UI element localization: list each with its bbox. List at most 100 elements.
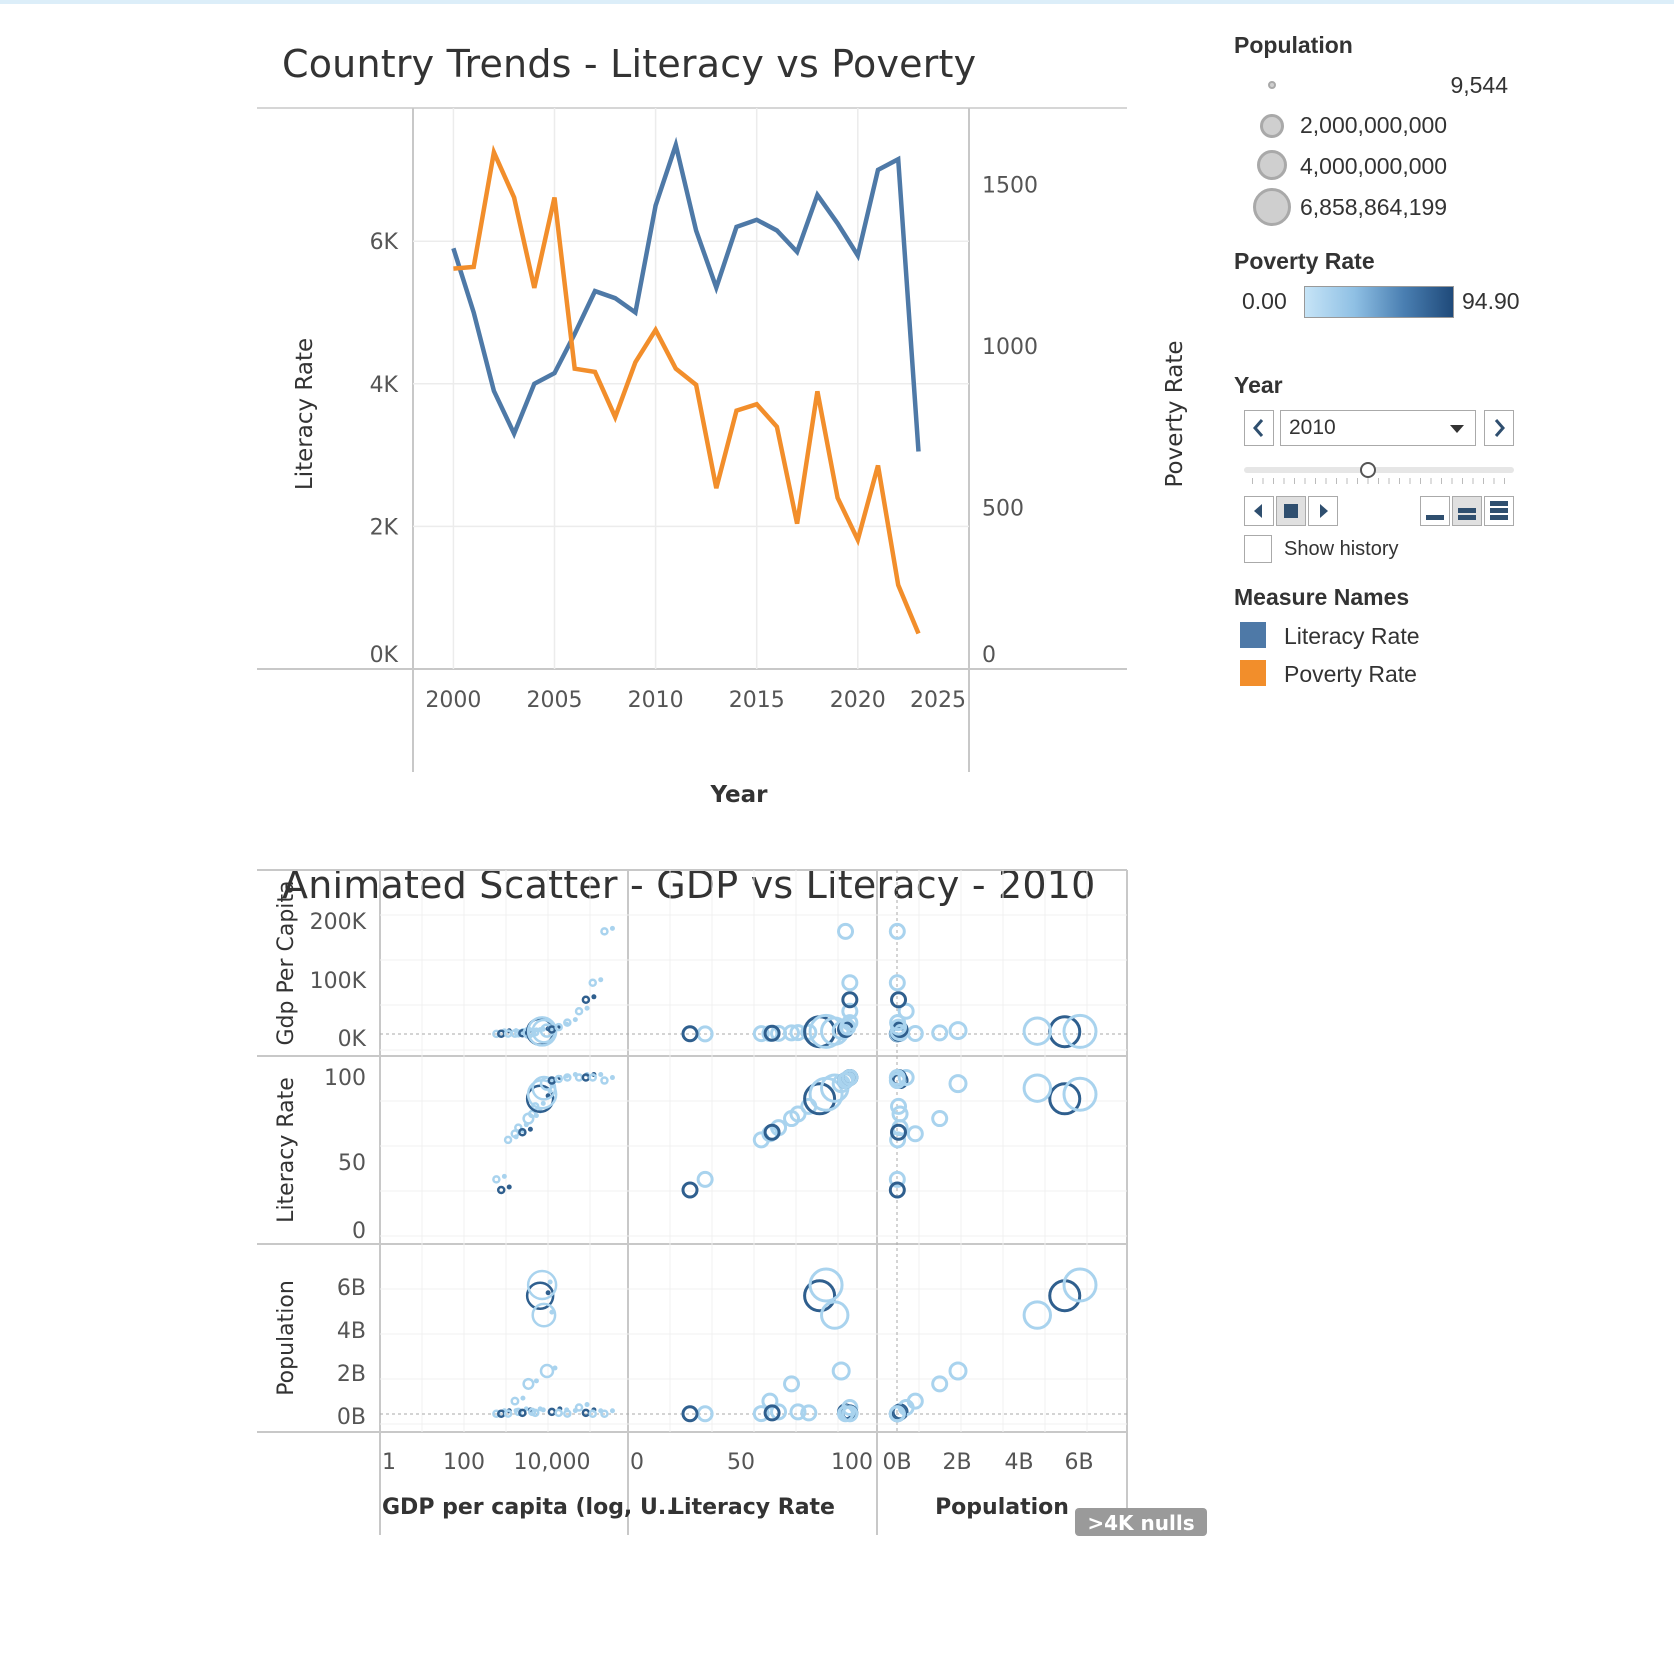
nulls-badge[interactable]: >4K nulls <box>1075 1508 1207 1536</box>
sc-col-tick: 0B <box>882 1450 911 1475</box>
sc-row-tick: 2B <box>337 1362 366 1387</box>
speed-slow-icon <box>1426 515 1444 520</box>
scatter-point <box>763 1024 781 1042</box>
scatter-point <box>681 1025 699 1043</box>
scatter-point <box>518 1028 527 1038</box>
scatter-point <box>588 978 597 987</box>
speed-slow-button[interactable] <box>1420 496 1450 526</box>
poverty-color-ramp <box>1304 286 1454 318</box>
sc-col-label: Population <box>935 1495 1069 1520</box>
scatter-point <box>752 1025 770 1043</box>
scatter-point <box>552 1365 558 1371</box>
year-dropdown[interactable]: 2010 <box>1280 410 1476 446</box>
scatter-point <box>527 1126 533 1132</box>
sc-row-label: Literacy Rate <box>274 1077 299 1223</box>
scatter-point <box>547 1279 553 1285</box>
scatter-point <box>931 1375 949 1393</box>
measure-literacy-label: Literacy Rate <box>1284 623 1420 649</box>
line-y-right-tick: 1000 <box>982 335 1038 360</box>
poverty-max-value: 94.90 <box>1462 288 1520 314</box>
scatter-point <box>783 1375 801 1393</box>
sc-row-tick: 0 <box>352 1219 366 1244</box>
scatter-point <box>531 1302 557 1328</box>
scatter-point <box>763 1123 781 1141</box>
scatter-point <box>841 1014 859 1032</box>
sc-row-tick: 6B <box>337 1276 366 1301</box>
scatter-point <box>906 1024 924 1042</box>
population-legend-title: Population <box>1234 32 1353 58</box>
scatter-point <box>890 1097 908 1115</box>
scatter-point <box>588 1073 597 1082</box>
scatter-point <box>563 1018 572 1027</box>
stop-button[interactable] <box>1276 496 1306 526</box>
line-chart: 2000 2005 2010 2015 2020 2025 0K 2K 4K 6K 0 500 1000… <box>257 107 1188 808</box>
scatter-point <box>492 1175 501 1184</box>
year-slider-track[interactable] <box>1244 467 1514 473</box>
scatter-point <box>514 1029 523 1038</box>
play-back-icon <box>1254 504 1262 518</box>
speed-medium-button[interactable] <box>1452 496 1482 526</box>
play-icon <box>1320 504 1328 518</box>
scatter-point <box>837 922 855 940</box>
line-x-tick: 2005 <box>527 688 583 713</box>
scatter-point <box>506 1184 512 1190</box>
scatter-point <box>527 1109 537 1119</box>
scatter-point <box>510 1396 520 1406</box>
sc-col-tick: 100 <box>443 1450 485 1475</box>
play-forward-button[interactable] <box>1308 496 1338 526</box>
size-dot-large <box>1257 150 1287 180</box>
play-backward-button[interactable] <box>1244 496 1274 526</box>
scatter-point <box>888 974 906 992</box>
poverty-rate-line <box>453 144 921 635</box>
top-accent-bar <box>0 0 1674 4</box>
line-y-left-tick: 6K <box>370 230 399 255</box>
scatter-point <box>1062 1013 1098 1049</box>
scatter-point <box>563 1409 572 1418</box>
scatter-point <box>545 1290 551 1296</box>
scatter-point <box>837 1072 855 1090</box>
speed-fast-icon <box>1490 501 1508 520</box>
line-y-left-tick: 4K <box>370 373 399 398</box>
scatter-point <box>539 1363 555 1379</box>
sc-col-tick: 0 <box>630 1450 644 1475</box>
sc-col-tick: 2B <box>942 1450 971 1475</box>
scatter-point <box>584 1402 590 1408</box>
literacy-rate-line <box>451 136 921 452</box>
scatter-point <box>696 1170 714 1188</box>
poverty-swatch <box>1240 660 1266 686</box>
sc-row-tick: 0B <box>337 1405 366 1430</box>
sc-row-label: Gdp Per Capita <box>274 880 299 1045</box>
show-history-label: Show history <box>1284 538 1399 560</box>
year-next-button[interactable] <box>1484 410 1514 446</box>
line-y-right-tick: 500 <box>982 497 1024 522</box>
scatter-point <box>752 1405 770 1423</box>
speed-fast-button[interactable] <box>1484 496 1514 526</box>
scatter-point <box>681 1405 699 1423</box>
scatter-point <box>503 1135 513 1145</box>
scatter-point <box>554 1074 563 1084</box>
sc-col-tick: 100 <box>831 1450 873 1475</box>
scatter-point <box>496 1185 506 1195</box>
scatter-point <box>948 1021 968 1041</box>
year-prev-button[interactable] <box>1244 410 1274 446</box>
population-size-4: 6,858,864,199 <box>1300 194 1448 220</box>
show-history-checkbox[interactable] <box>1244 535 1272 563</box>
scatter-point <box>931 1024 949 1042</box>
scatter-point <box>503 1409 513 1418</box>
sc-row-tick: 0K <box>338 1027 367 1052</box>
scatter-point <box>837 1405 855 1423</box>
scatter-point <box>591 994 597 1000</box>
chevron-left-icon <box>1253 419 1264 437</box>
scatter-point <box>554 1022 563 1032</box>
year-slider-thumb[interactable] <box>1360 462 1376 478</box>
line-y-left-tick: 0K <box>370 643 399 668</box>
scatter-point <box>681 1181 699 1199</box>
scatter-point <box>1048 1082 1082 1116</box>
scatter-point <box>554 1408 563 1418</box>
sc-col-tick: 1 <box>382 1450 396 1475</box>
sc-row-tick: 50 <box>338 1151 366 1176</box>
scatter-point <box>584 1005 590 1011</box>
line-x-tick: 2010 <box>628 688 684 713</box>
scatter-point <box>518 1127 527 1137</box>
line-x-tick: 2000 <box>425 688 481 713</box>
